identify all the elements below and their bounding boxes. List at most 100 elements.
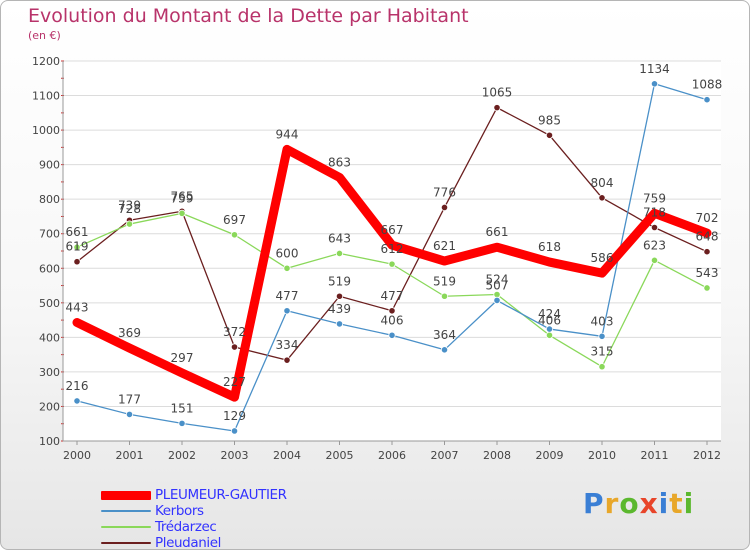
- y-tick-label: 1100: [32, 90, 60, 103]
- data-point: [335, 173, 344, 182]
- y-tick-label: 1000: [32, 124, 60, 137]
- x-tick-label: 2003: [221, 449, 249, 462]
- x-tick-label: 2011: [641, 449, 669, 462]
- data-label: 618: [538, 240, 561, 254]
- legend-swatch: [101, 526, 151, 528]
- plot-area: [63, 61, 721, 441]
- data-label: 586: [591, 251, 614, 265]
- data-point: [545, 331, 554, 339]
- x-tick-label: 2012: [693, 449, 721, 462]
- data-point: [178, 368, 186, 377]
- legend-item: Trédarzec: [101, 519, 287, 535]
- data-label: 406: [381, 313, 404, 327]
- data-label: 1088: [692, 78, 723, 92]
- data-point: [178, 209, 186, 217]
- data-label: 718: [643, 206, 666, 220]
- data-point: [545, 131, 554, 139]
- chart-legend: PLEUMEUR-GAUTIER Kerbors Trédarzec Pleudani…: [101, 487, 287, 550]
- y-tick-label: 1200: [32, 55, 60, 68]
- legend-swatch: [101, 510, 151, 512]
- y-tick-label: 600: [39, 262, 60, 275]
- data-label: 369: [118, 326, 141, 340]
- legend-label: PLEUMEUR-GAUTIER: [155, 487, 287, 503]
- data-point: [283, 356, 291, 364]
- x-tick-label: 2008: [483, 449, 511, 462]
- data-label: 334: [276, 338, 299, 352]
- logo-letter: P: [583, 487, 605, 520]
- legend-swatch: [101, 542, 151, 544]
- data-label: 776: [433, 185, 456, 199]
- data-label: 543: [696, 266, 719, 280]
- data-label: 439: [328, 302, 351, 316]
- legend-item: Pleudaniel: [101, 535, 287, 550]
- data-label: 403: [591, 314, 614, 328]
- data-point: [230, 343, 239, 351]
- data-point: [388, 331, 396, 339]
- data-label: 804: [591, 176, 614, 190]
- data-point: [388, 260, 396, 268]
- legend-item: Kerbors: [101, 503, 287, 519]
- data-label: 612: [381, 242, 404, 256]
- x-tick-label: 2009: [536, 449, 564, 462]
- data-point: [440, 292, 449, 300]
- data-label: 697: [223, 213, 246, 227]
- legend-swatch: [101, 490, 151, 500]
- data-point: [598, 194, 606, 202]
- legend-label: Kerbors: [155, 503, 204, 519]
- logo-letter: i: [683, 487, 695, 520]
- data-point: [493, 243, 501, 252]
- data-point: [440, 346, 449, 354]
- data-point: [650, 223, 659, 232]
- data-label: 372: [223, 325, 246, 339]
- data-point: [335, 320, 344, 328]
- legend-item: PLEUMEUR-GAUTIER: [101, 487, 287, 503]
- logo-letter: r: [604, 487, 620, 520]
- data-label: 623: [643, 238, 666, 252]
- y-tick-label: 400: [39, 331, 60, 344]
- y-tick-label: 200: [39, 400, 60, 413]
- data-point: [125, 410, 134, 418]
- data-point: [283, 307, 291, 315]
- data-label: 667: [381, 223, 404, 237]
- data-point: [230, 393, 239, 402]
- data-label: 702: [696, 211, 719, 225]
- logo-letter: t: [669, 487, 684, 520]
- x-tick-label: 2007: [431, 449, 459, 462]
- data-point: [545, 258, 554, 267]
- data-label: 661: [66, 225, 89, 239]
- data-label: 524: [486, 273, 509, 287]
- data-point: [283, 264, 291, 272]
- data-point: [703, 284, 711, 292]
- x-tick-label: 2002: [168, 449, 196, 462]
- data-point: [335, 292, 344, 300]
- data-label: 406: [538, 313, 561, 327]
- data-label: 1134: [639, 62, 670, 76]
- data-label: 443: [66, 301, 89, 315]
- data-label: 643: [328, 231, 351, 245]
- data-label: 477: [381, 289, 404, 303]
- data-label: 739: [118, 198, 141, 212]
- data-label: 315: [591, 345, 614, 359]
- legend-label: Pleudaniel: [155, 535, 221, 550]
- data-label: 863: [328, 155, 351, 169]
- data-point: [335, 249, 344, 258]
- data-point: [178, 419, 186, 427]
- data-label: 129: [223, 409, 246, 423]
- data-label: 519: [433, 274, 456, 288]
- data-point: [73, 397, 81, 405]
- data-point: [388, 307, 396, 315]
- data-label: 477: [276, 289, 299, 303]
- y-tick-label: 900: [39, 159, 60, 172]
- y-tick-label: 700: [39, 228, 60, 241]
- data-point: [283, 145, 291, 154]
- data-point: [73, 243, 81, 251]
- data-label: 1065: [482, 86, 513, 100]
- x-tick-label: 2004: [273, 449, 301, 462]
- data-point: [73, 318, 81, 327]
- data-point: [703, 96, 711, 104]
- data-label: 619: [66, 240, 89, 254]
- data-point: [125, 344, 134, 353]
- chart-unit-label: (en €): [28, 29, 61, 42]
